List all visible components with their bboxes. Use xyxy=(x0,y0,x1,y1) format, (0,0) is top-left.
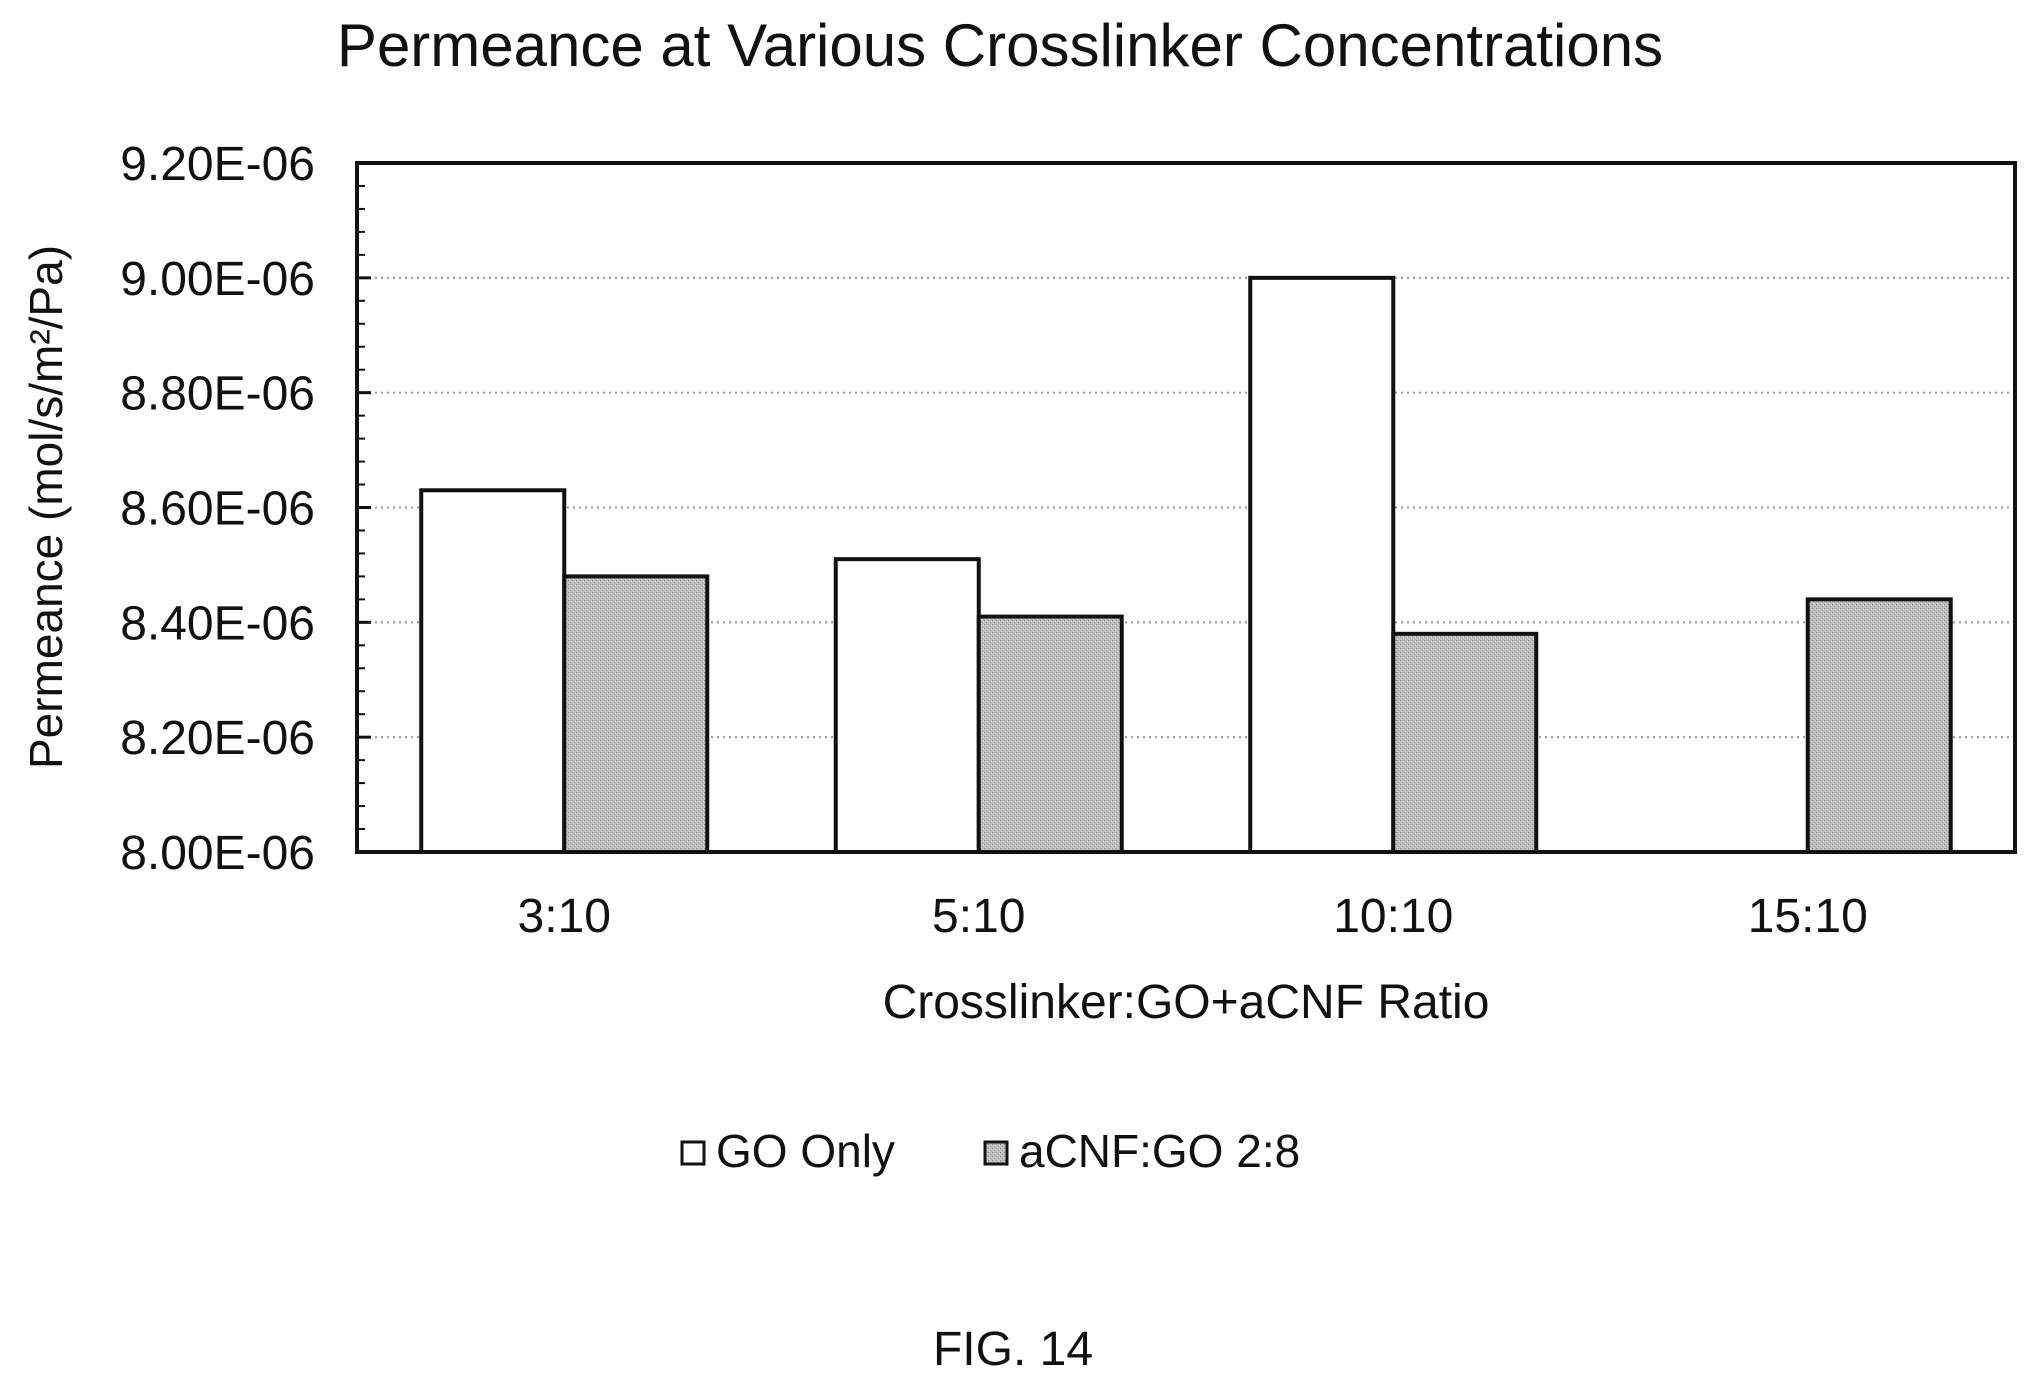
y-tick-label: 9.20E-06 xyxy=(120,138,315,191)
bar-acnf-go xyxy=(1391,631,1539,854)
bar-go-only xyxy=(419,488,567,854)
x-tick-label: 3:10 xyxy=(518,890,611,943)
x-tick-label: 10:10 xyxy=(1333,890,1453,943)
legend: GO Only aCNF:GO 2:8 xyxy=(680,1125,1300,1177)
legend-swatch-go-only xyxy=(680,1140,706,1166)
bar-go-only xyxy=(833,557,981,854)
y-axis-ticks xyxy=(357,161,371,854)
bars xyxy=(419,275,1953,855)
bar-acnf-go xyxy=(1805,597,1953,854)
y-axis-tick-labels: 8.00E-06 8.20E-06 8.40E-06 8.60E-06 8.80E-06… xyxy=(120,138,315,880)
x-axis-tick-labels: 3:10 5:10 10:10 15:10 xyxy=(518,890,1868,943)
legend-swatch-acnf-go xyxy=(983,1140,1009,1166)
figure-caption: FIG. 14 xyxy=(933,1323,1093,1376)
y-axis-label: Permeance (mol/s/m²/Pa) xyxy=(20,245,72,769)
y-tick-label: 8.60E-06 xyxy=(120,483,315,536)
chart-title: Permeance at Various Crosslinker Concent… xyxy=(337,12,1663,79)
x-tick-label: 5:10 xyxy=(932,890,1025,943)
bar-go-only xyxy=(1248,275,1396,855)
y-tick-label: 8.40E-06 xyxy=(120,597,315,650)
x-tick-label: 15:10 xyxy=(1748,890,1868,943)
legend-label-go-only: GO Only xyxy=(716,1125,895,1177)
x-axis-label: Crosslinker:GO+aCNF Ratio xyxy=(883,976,1490,1029)
legend-label-acnf-go: aCNF:GO 2:8 xyxy=(1019,1125,1300,1177)
y-tick-label: 8.20E-06 xyxy=(120,712,315,765)
bar-acnf-go xyxy=(562,574,710,855)
bar-acnf-go xyxy=(976,614,1124,855)
y-tick-label: 8.00E-06 xyxy=(120,827,315,880)
y-tick-label: 8.80E-06 xyxy=(120,368,315,421)
y-tick-label: 9.00E-06 xyxy=(120,253,315,306)
